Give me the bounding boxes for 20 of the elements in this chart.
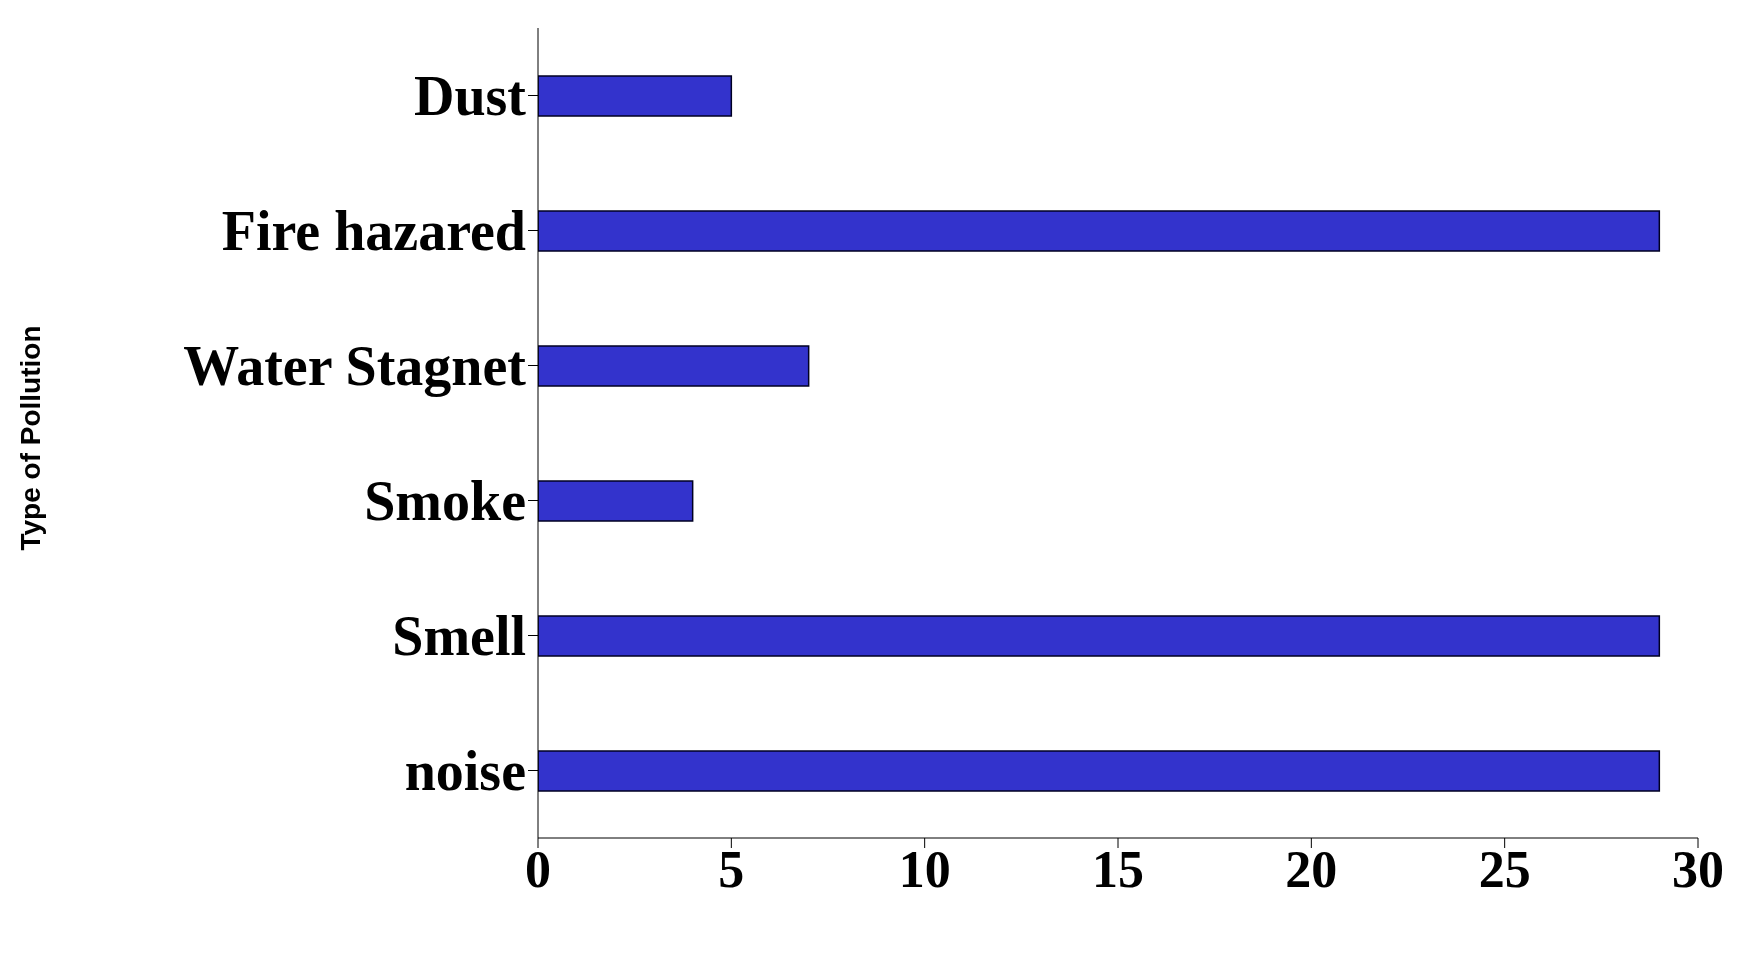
- x-tick-label: 0: [525, 840, 551, 898]
- bar: [538, 345, 810, 387]
- y-tick-label: Fire hazared: [221, 200, 526, 263]
- bar: [538, 750, 1661, 792]
- y-tick-label: Water Stagnet: [183, 335, 527, 398]
- x-tick-label: 20: [1285, 840, 1338, 898]
- bar: [538, 210, 1661, 252]
- x-tick-label: 10: [898, 840, 951, 898]
- y-tick-label: Smoke: [364, 470, 526, 533]
- y-tick-label: Smell: [392, 605, 526, 668]
- bar: [538, 480, 694, 522]
- x-tick-label: 15: [1092, 840, 1144, 898]
- y-axis-title: Type of Pollution: [15, 325, 46, 551]
- y-tick-label: Dust: [413, 65, 527, 128]
- bar: [538, 615, 1661, 657]
- x-tick-label: 30: [1672, 840, 1724, 898]
- x-tick-label: 5: [718, 840, 745, 898]
- y-tick-label: noise: [404, 740, 526, 803]
- x-tick-label: 25: [1478, 840, 1531, 898]
- bar: [538, 75, 733, 117]
